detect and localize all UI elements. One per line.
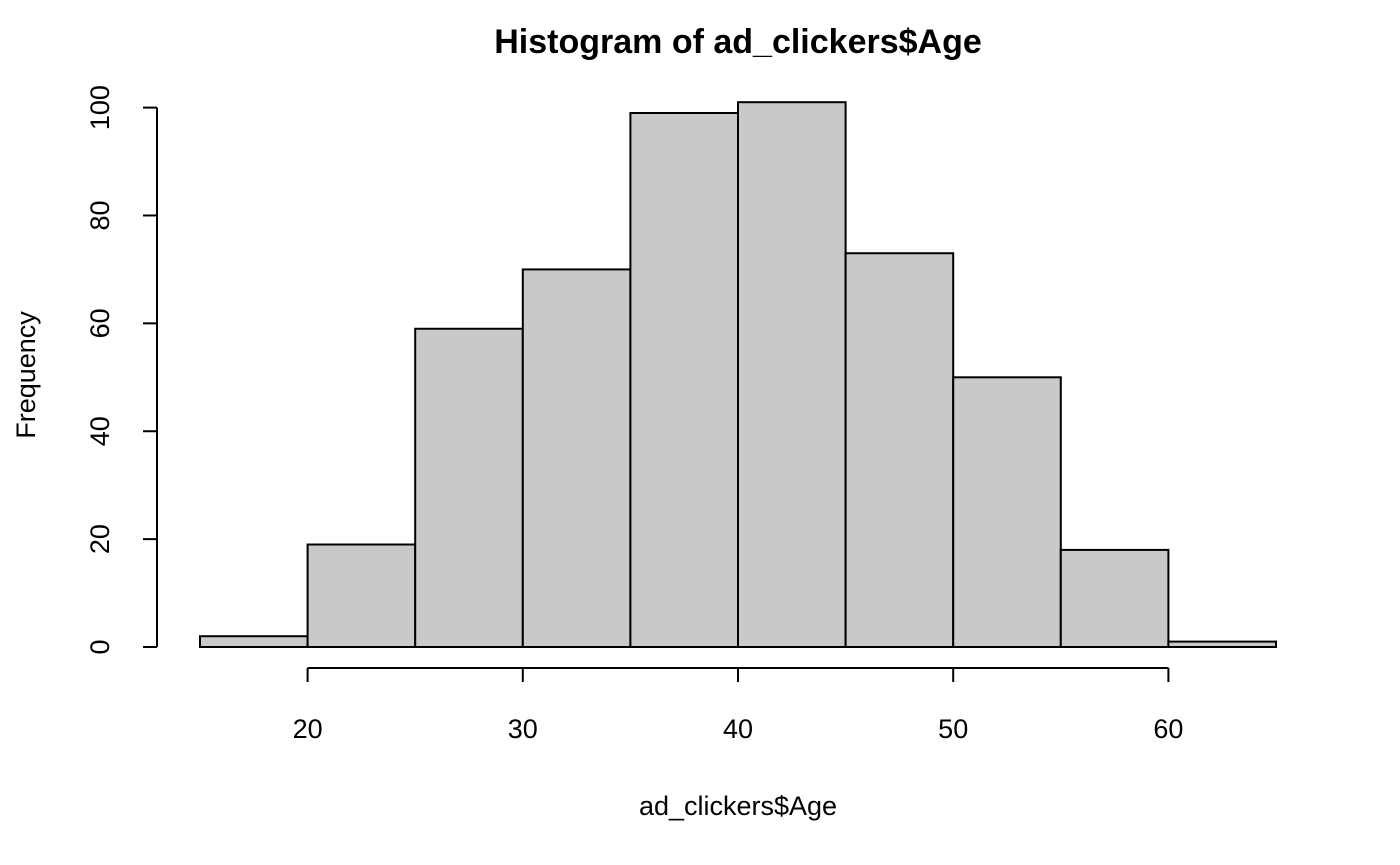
y-tick-label-60: 60 bbox=[85, 308, 115, 338]
y-tick-label-20: 20 bbox=[85, 524, 115, 554]
x-axis-title: ad_clickers$Age bbox=[639, 791, 837, 821]
y-tick-label-80: 80 bbox=[85, 200, 115, 230]
histogram-bar-25-30 bbox=[414, 327, 524, 648]
y-axis: 0 20 40 60 80 100 bbox=[85, 85, 158, 655]
x-tick-label-40: 40 bbox=[723, 714, 753, 744]
y-axis-title: Frequency bbox=[11, 311, 41, 439]
x-tick-label-20: 20 bbox=[293, 714, 323, 744]
histogram-bar-30-35 bbox=[521, 268, 632, 648]
y-tick-label-40: 40 bbox=[85, 416, 115, 446]
bars-group bbox=[199, 101, 1278, 649]
histogram-bar-35-40 bbox=[629, 111, 740, 648]
histogram-bar-20-25 bbox=[306, 543, 417, 648]
x-tick-label-50: 50 bbox=[938, 714, 968, 744]
chart-title: Histogram of ad_clickers$Age bbox=[494, 23, 982, 61]
x-axis: 20 30 40 50 60 bbox=[293, 667, 1183, 744]
histogram-bar-40-45 bbox=[737, 101, 847, 649]
x-tick-label-60: 60 bbox=[1153, 714, 1183, 744]
histogram-bar-55-60 bbox=[1059, 548, 1170, 649]
y-tick-label-100: 100 bbox=[85, 85, 115, 130]
histogram-bar-50-55 bbox=[952, 376, 1062, 648]
x-tick-label-30: 30 bbox=[508, 714, 538, 744]
histogram-bar-15-20 bbox=[199, 635, 309, 648]
y-tick-label-0: 0 bbox=[85, 639, 115, 654]
histogram-bar-45-50 bbox=[844, 252, 955, 648]
histogram-bar-60-65 bbox=[1167, 640, 1278, 649]
